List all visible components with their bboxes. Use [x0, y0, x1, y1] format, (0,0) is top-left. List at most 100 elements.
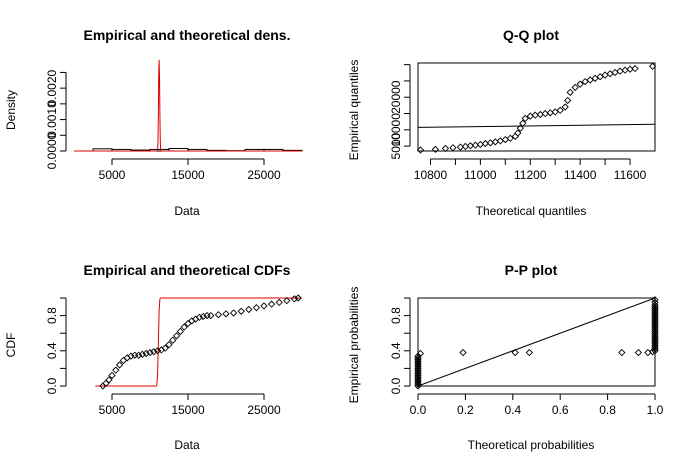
empirical-cdf-point	[195, 313, 204, 321]
empirical-cdf-point	[134, 351, 143, 359]
empirical-cdf-point	[172, 332, 181, 340]
qq-point	[431, 145, 440, 154]
pp-x-tick-label: 0.0	[410, 403, 427, 417]
qq-x-tick-label: 11600	[614, 168, 647, 182]
empirical-cdf-point	[161, 344, 169, 352]
empirical-cdf-point	[294, 294, 302, 302]
density-ylabel: Density	[4, 90, 18, 130]
pp-x-tick-label: 0.6	[552, 403, 569, 417]
density-xlabel: Data	[174, 204, 200, 218]
pp-point	[414, 352, 422, 360]
qq-point	[606, 70, 614, 78]
qq-y-tick-label: 20000	[389, 80, 403, 114]
empirical-cdf-point	[283, 297, 291, 305]
qq-xlabel: Theoretical quantiles	[476, 204, 587, 218]
pp-plot: 0.0 0.2 0.4 0.6 0.8 1.0 0.0 0.4 0.8	[389, 296, 664, 417]
theoretical-cdf-curve	[95, 297, 302, 387]
empirical-cdf-point	[229, 309, 238, 317]
empirical-cdf-point	[112, 366, 120, 374]
pp-x-tick-label: 0.2	[457, 403, 474, 417]
qq-point	[576, 80, 584, 88]
pp-ylabel: Empirical probabilities	[347, 287, 361, 404]
empirical-cdf-point	[105, 376, 113, 384]
empirical-cdf-point	[180, 323, 188, 331]
empirical-cdf-point	[146, 348, 154, 357]
qq-reference-line	[417, 123, 656, 128]
empirical-cdf-point	[127, 352, 135, 360]
empirical-cdf-point	[260, 302, 268, 310]
qq-point	[521, 114, 529, 123]
empirical-cdf-point	[176, 327, 185, 336]
qq-point	[514, 129, 522, 137]
qq-point	[506, 134, 514, 142]
pp-point	[651, 296, 659, 304]
qq-point	[621, 66, 629, 74]
pp-point	[651, 298, 659, 307]
qq-point	[519, 119, 527, 127]
pp-point	[511, 348, 519, 357]
qq-x-tick-label: 11200	[514, 168, 547, 182]
pp-point	[651, 301, 659, 309]
qq-point	[449, 144, 457, 152]
empirical-cdf-point	[252, 304, 261, 312]
pp-x-tick-label: 0.8	[599, 403, 616, 417]
pp-xlabel: Theoretical probabilities	[468, 438, 595, 452]
cdf-x-tick-label: 15000	[171, 403, 205, 417]
qq-x-tick-label: 11400	[564, 168, 597, 182]
empirical-cdf-point	[207, 311, 215, 320]
cdf-ylabel: CDF	[4, 333, 18, 358]
cdf-y-tick-label: 0.8	[45, 307, 59, 324]
qq-point	[566, 88, 574, 96]
pp-point	[416, 349, 425, 358]
empirical-cdf-point	[150, 348, 158, 356]
density-x-tick-label: 5000	[99, 168, 126, 182]
cdf-y-tick-label: 0.4	[45, 342, 59, 359]
qq-point	[631, 64, 639, 73]
density-x-tick-label: 25000	[247, 168, 281, 182]
qq-point	[616, 67, 624, 75]
cdf-xlabel: Data	[174, 438, 200, 452]
empirical-cdf-point	[199, 312, 207, 321]
qq-point	[571, 83, 579, 92]
pp-y-tick-label: 0.8	[389, 307, 403, 324]
empirical-cdf-point	[275, 298, 283, 307]
pp-x-tick-label: 0.4	[504, 403, 521, 417]
empirical-cdf-point	[142, 349, 150, 358]
qq-y-tick-label: 10000	[389, 113, 403, 147]
cdf-x-tick-label: 5000	[99, 403, 126, 417]
qq-point	[556, 106, 564, 114]
qq-point	[648, 62, 657, 70]
empirical-cdf-point	[108, 371, 116, 380]
qq-point	[561, 103, 569, 111]
cdf-plot: 5000 15000 25000 0.0 0.4 0.8	[45, 294, 302, 417]
density-y-tick-label: 0.0020	[45, 69, 59, 106]
qq-x-tick-label: 10800	[414, 168, 448, 182]
cdf-y-tick-label: 0.0	[45, 377, 59, 394]
cdf-title: Empirical and theoretical CDFs	[84, 262, 291, 278]
empirical-cdf-point	[138, 350, 147, 358]
panel-qq: Q-Q plot Theoretical quantiles Empirical…	[347, 27, 657, 218]
panel-pp: P-P plot Theoretical probabilities Empir…	[347, 262, 664, 452]
empirical-cdf-point	[169, 336, 177, 344]
qq-point	[441, 144, 450, 153]
theoretical-density-curve	[74, 59, 302, 152]
empirical-cdf-point	[237, 307, 245, 315]
cdf-x-tick-label: 25000	[247, 403, 281, 417]
density-y-tick-label: 0.0010	[45, 101, 59, 138]
qq-plot-frame	[417, 62, 656, 152]
pp-point	[648, 348, 657, 356]
qq-title: Q-Q plot	[503, 27, 559, 43]
qq-y-tick-label: 5000	[389, 132, 403, 159]
empirical-cdf-point	[214, 311, 223, 319]
pp-x-tick-label: 1.0	[647, 403, 664, 417]
qq-point	[501, 135, 509, 144]
pp-point	[634, 348, 643, 357]
empirical-cdf-point	[153, 347, 162, 355]
pp-point	[525, 348, 534, 357]
empirical-cdf-point	[245, 305, 253, 314]
pp-y-tick-label: 0.0	[389, 377, 403, 394]
panel-density: Empirical and theoretical dens. Data Den…	[4, 27, 303, 218]
